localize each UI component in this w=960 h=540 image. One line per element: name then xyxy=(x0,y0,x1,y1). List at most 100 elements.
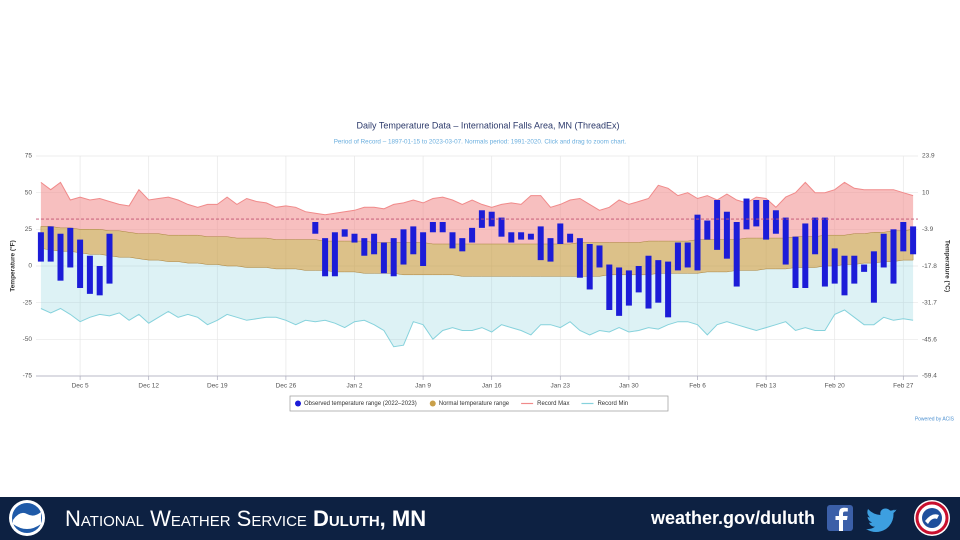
observed-bar xyxy=(331,232,338,277)
y2-tick-label: -31.7 xyxy=(922,300,937,307)
y-tick-label: 75 xyxy=(25,153,33,160)
x-tick-label: Jan 2 xyxy=(347,383,363,390)
observed-bar xyxy=(47,226,54,262)
observed-bar xyxy=(792,236,799,288)
observed-bar xyxy=(67,227,74,268)
x-tick-label: Feb 27 xyxy=(893,383,914,390)
observed-bar xyxy=(420,232,427,266)
footer-band xyxy=(0,497,960,540)
credit: Powered by ACIS xyxy=(915,416,955,422)
y2-tick-label: -17.8 xyxy=(922,263,937,270)
x-tick-label: Dec 19 xyxy=(207,383,228,390)
observed-bar xyxy=(772,210,779,234)
record-area xyxy=(40,248,914,347)
x-tick-label: Feb 20 xyxy=(825,383,846,390)
observed-bar xyxy=(645,255,652,309)
legend-label: Record Max xyxy=(537,401,569,407)
observed-bar xyxy=(37,232,44,262)
x-tick-label: Feb 13 xyxy=(756,383,777,390)
x-tick-label: Dec 26 xyxy=(276,383,297,390)
x-tick-label: Jan 23 xyxy=(551,383,571,390)
y2-tick-label: -59.4 xyxy=(922,373,937,380)
x-tick-label: Dec 5 xyxy=(72,383,89,390)
observed-bar xyxy=(371,233,378,255)
observed-bar xyxy=(674,242,681,271)
facebook-icon[interactable] xyxy=(827,505,853,531)
legend-box xyxy=(289,395,669,412)
observed-bar xyxy=(527,233,534,240)
y2-tick-label: -45.6 xyxy=(922,336,937,343)
observed-bar xyxy=(537,226,544,261)
footer-url[interactable]: weather.gov/duluth xyxy=(650,508,815,528)
observed-bar xyxy=(831,248,838,284)
observed-bar xyxy=(429,222,436,233)
y-tick-label: -75 xyxy=(23,373,33,380)
observed-bar xyxy=(106,233,113,284)
y2-tick-label: 10 xyxy=(922,189,930,196)
observed-bar xyxy=(802,223,809,288)
observed-bar xyxy=(449,232,456,249)
observed-bar xyxy=(841,255,848,296)
x-tick-label: Jan 16 xyxy=(482,383,502,390)
observed-bar xyxy=(616,267,623,316)
observed-bar xyxy=(763,200,770,240)
y-axis-title: Temperature (°F) xyxy=(9,240,17,292)
legend: Observed temperature range (2022–2023) No… xyxy=(295,400,628,407)
y2-tick-label: 23.9 xyxy=(922,153,935,160)
observed-bar xyxy=(351,233,358,243)
observed-bar xyxy=(586,244,593,290)
observed-bar xyxy=(77,239,84,288)
x-tick-label: Dec 12 xyxy=(138,383,159,390)
observed-bar xyxy=(361,238,368,256)
y2-axis-title: Temperature (°C) xyxy=(943,240,951,292)
observed-bar xyxy=(57,233,64,281)
observed-bar xyxy=(410,226,417,255)
observed-bar xyxy=(498,217,505,237)
observed-bar xyxy=(861,264,868,272)
observed-bar xyxy=(714,200,721,250)
observed-bar xyxy=(312,222,319,234)
observed-bar xyxy=(557,223,564,244)
twitter-icon[interactable] xyxy=(866,508,897,533)
legend-label: Observed temperature range (2022–2023) xyxy=(304,401,417,407)
observed-bar xyxy=(86,255,93,294)
chart-subtitle: Period of Record – 1897-01-15 to 2023-03… xyxy=(334,139,627,146)
legend-label: Normal temperature range xyxy=(439,401,510,407)
observed-bar xyxy=(439,222,446,233)
observed-bar xyxy=(743,198,750,230)
x-tick-label: Jan 30 xyxy=(619,383,639,390)
observed-bar xyxy=(625,270,632,306)
observed-bar xyxy=(821,217,828,287)
observed-bar xyxy=(469,227,476,243)
nws-logo xyxy=(914,500,950,536)
observed-bar xyxy=(723,211,730,259)
agency: National Weather Service xyxy=(65,506,307,531)
y-tick-label: -50 xyxy=(23,336,33,343)
y-tick-label: -25 xyxy=(23,299,33,306)
observed-bar xyxy=(900,222,907,252)
observed-bar xyxy=(880,233,887,268)
observed-bar xyxy=(910,226,917,255)
observed-bar xyxy=(400,229,407,265)
observed-bar xyxy=(665,261,672,318)
y-tick-label: 0 xyxy=(28,263,32,270)
record-line xyxy=(40,307,914,348)
observed-bar xyxy=(870,251,877,303)
observed-bar xyxy=(596,245,603,268)
observed-bar xyxy=(96,266,103,296)
observed-bar xyxy=(508,232,515,243)
observed-bar xyxy=(567,233,574,243)
legend-marker xyxy=(295,400,301,407)
footer-title: National Weather Service Duluth, MN xyxy=(65,506,426,531)
observed-bar xyxy=(459,238,466,252)
chart-title: Daily Temperature Data – International F… xyxy=(357,120,620,130)
legend-marker xyxy=(429,400,436,407)
office: Duluth, MN xyxy=(313,506,426,531)
x-tick-label: Feb 6 xyxy=(689,383,706,390)
observed-bar xyxy=(890,229,897,284)
noaa-logo xyxy=(9,500,45,536)
observed-bar xyxy=(753,200,760,227)
y-tick-label: 25 xyxy=(25,226,33,233)
observed-bar xyxy=(704,220,711,240)
